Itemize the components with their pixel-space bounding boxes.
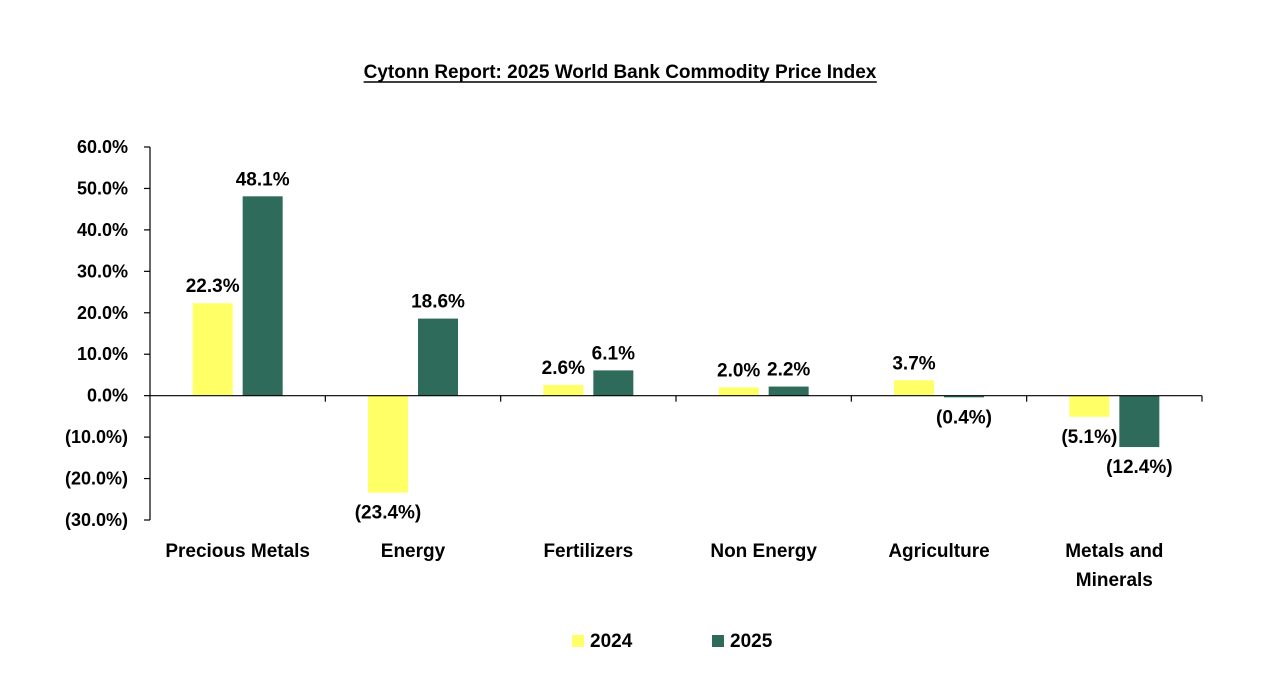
x-tick-label: Energy	[381, 541, 446, 562]
data-label: 48.1%	[236, 169, 290, 190]
x-tick-label: Precious Metals	[165, 541, 310, 562]
bar-2024	[192, 303, 233, 396]
bar-2024	[894, 380, 934, 396]
bar-2025	[768, 386, 809, 396]
bar-2025	[418, 318, 458, 396]
y-tick-label: 40.0%	[77, 220, 128, 240]
y-tick-label: 0.0%	[87, 386, 128, 406]
bar-2025	[1119, 395, 1160, 448]
data-label: (0.4%)	[936, 407, 992, 428]
y-tick-label: (30.0%)	[65, 510, 128, 530]
x-tick-label-line: Precious Metals	[165, 541, 310, 562]
x-tick-label-line: Minerals	[1076, 570, 1153, 591]
data-labels: 22.3% 48.1% (23.4%) 18.6% 2.6% 6.1% 2.0% 2.2% 3.…	[186, 169, 1173, 523]
legend: 2024 2025	[572, 631, 773, 652]
y-tick-label: 30.0%	[77, 261, 128, 281]
chart-title: Cytonn Report: 2025 World Bank Commodity…	[364, 62, 877, 83]
data-label: (12.4%)	[1106, 457, 1173, 478]
bar-2024	[718, 387, 759, 396]
data-label: (23.4%)	[355, 503, 422, 524]
legend-label: 2024	[590, 631, 633, 652]
x-tick-label: Agriculture	[888, 541, 989, 562]
y-tick-label: 50.0%	[77, 178, 128, 198]
x-tick-label: Fertilizers	[543, 541, 633, 562]
bar-2024	[368, 395, 408, 493]
x-tick-label-line: Non Energy	[710, 541, 817, 562]
data-label: 2.0%	[717, 360, 760, 381]
bar-2024	[543, 384, 584, 396]
y-tick-label: (10.0%)	[65, 427, 128, 447]
data-label: 22.3%	[186, 276, 240, 297]
bars	[192, 196, 1160, 493]
x-tick-label: Metals and Minerals	[1065, 541, 1163, 591]
data-label: 3.7%	[892, 353, 935, 374]
data-label: 2.6%	[542, 358, 585, 379]
x-axis: Precious Metals Energy Fertilizers Non Ener…	[150, 395, 1203, 591]
x-tick-label-line: Energy	[381, 541, 446, 562]
bar-2024	[1069, 395, 1110, 417]
y-tick-label: 10.0%	[77, 344, 128, 364]
data-label: 18.6%	[411, 292, 465, 313]
bar-2025	[944, 395, 984, 398]
bar-2025	[242, 196, 283, 396]
y-tick-label: 20.0%	[77, 303, 128, 323]
y-axis: 60.0% 50.0% 40.0% 30.0% 20.0% 10.0% 0.0% (10.0%…	[65, 137, 151, 530]
legend-swatch-2024	[572, 635, 584, 647]
bar-2025	[593, 370, 634, 396]
x-tick-label-line: Agriculture	[888, 541, 989, 562]
x-tick-label-line: Fertilizers	[543, 541, 633, 562]
legend-swatch-2025	[712, 635, 724, 647]
legend-label: 2025	[730, 631, 773, 652]
data-label: (5.1%)	[1061, 427, 1117, 448]
y-tick-label: (20.0%)	[65, 469, 128, 489]
y-tick-label: 60.0%	[77, 137, 128, 157]
x-tick-label: Non Energy	[710, 541, 817, 562]
data-label: 2.2%	[767, 360, 810, 381]
data-label: 6.1%	[592, 343, 635, 364]
x-tick-label-line: Metals and	[1065, 541, 1163, 562]
